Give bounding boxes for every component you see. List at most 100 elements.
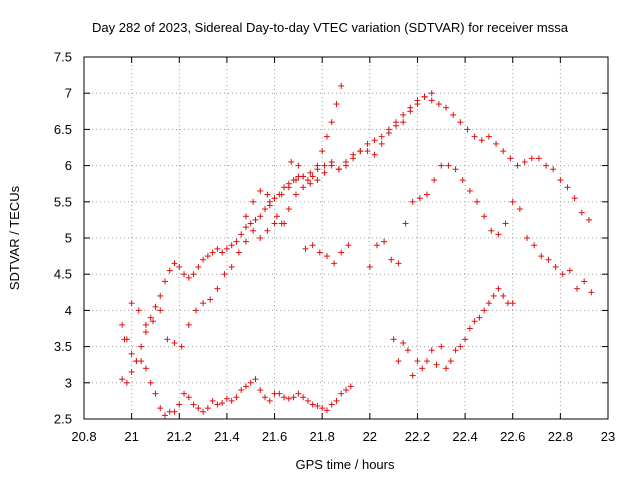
data-point [152,303,159,310]
data-point [528,155,535,162]
data-point [400,119,407,126]
data-point [181,390,188,397]
data-point [431,177,438,184]
data-point [571,195,578,202]
data-point [493,140,500,147]
data-point [128,300,135,307]
data-point [447,358,454,365]
data-point [209,249,216,256]
data-point [142,365,149,372]
data-point [257,187,264,194]
data-point [242,213,249,220]
y-axis-label: SDTVAR / TECUs [7,185,22,290]
data-point [307,169,314,176]
data-point [333,397,340,404]
data-point [471,318,478,325]
data-point [457,343,464,350]
data-point [119,376,126,383]
data-point [507,155,514,162]
data-point [238,387,245,394]
data-point [423,191,430,198]
data-point [285,184,292,191]
data-point [564,184,571,191]
data-point [252,216,259,223]
data-point [319,405,326,412]
data-point [292,191,299,198]
data-point [281,394,288,401]
data-point [443,104,450,111]
data-point [221,271,228,278]
data-point [171,260,178,267]
data-point [419,365,426,372]
data-point [350,155,357,162]
data-point [328,119,335,126]
data-point [135,307,142,314]
data-point [233,238,240,245]
data-point [264,191,271,198]
x-tick-label: 22.2 [405,429,430,444]
data-point [200,300,207,307]
data-point [209,397,216,404]
data-point [150,318,157,325]
y-tick-label: 6 [65,158,72,173]
data-point [262,206,269,213]
x-tick-label: 21 [124,429,138,444]
data-point [242,383,249,390]
data-point [409,198,416,205]
data-point [343,162,349,169]
data-point [335,166,342,173]
data-point [338,82,345,89]
data-point [443,365,450,372]
data-point [371,137,378,144]
data-point [257,235,264,241]
data-point [242,224,249,231]
data-point [278,191,285,198]
data-point [271,220,278,227]
data-point [385,130,392,137]
data-point [485,133,492,140]
data-point [204,253,211,260]
y-tick-label: 4 [65,303,72,318]
data-point [588,289,595,296]
data-point [219,400,226,407]
data-point [223,245,230,252]
data-point [552,263,559,270]
data-point [171,408,178,415]
data-point [581,278,588,285]
data-point [300,394,307,401]
data-point [423,358,430,365]
data-point [445,162,452,169]
data-point [200,256,207,263]
data-point [364,140,371,147]
data-point [133,358,140,365]
data-point [157,292,164,299]
data-point [574,285,581,292]
data-point [323,133,330,140]
data-point [323,253,330,260]
data-point [176,401,183,408]
data-point [438,162,445,169]
data-point [266,397,273,404]
data-point [545,256,552,263]
data-point [509,198,516,205]
data-point [281,220,288,227]
data-point [331,260,338,267]
data-point [476,314,483,321]
data-point [157,405,164,412]
data-point [373,242,380,249]
data-point [228,397,235,404]
data-point [250,198,257,205]
data-point [450,111,457,118]
data-point [378,133,385,140]
y-tick-label: 3 [65,375,72,390]
data-point [490,292,497,299]
data-point [304,177,311,184]
data-point [302,245,309,252]
data-point [233,394,240,401]
data-point [409,372,416,379]
data-point [428,347,435,354]
data-point [464,126,471,133]
data-point [371,151,378,158]
data-point [185,394,192,401]
y-tick-label: 6.5 [54,122,72,137]
